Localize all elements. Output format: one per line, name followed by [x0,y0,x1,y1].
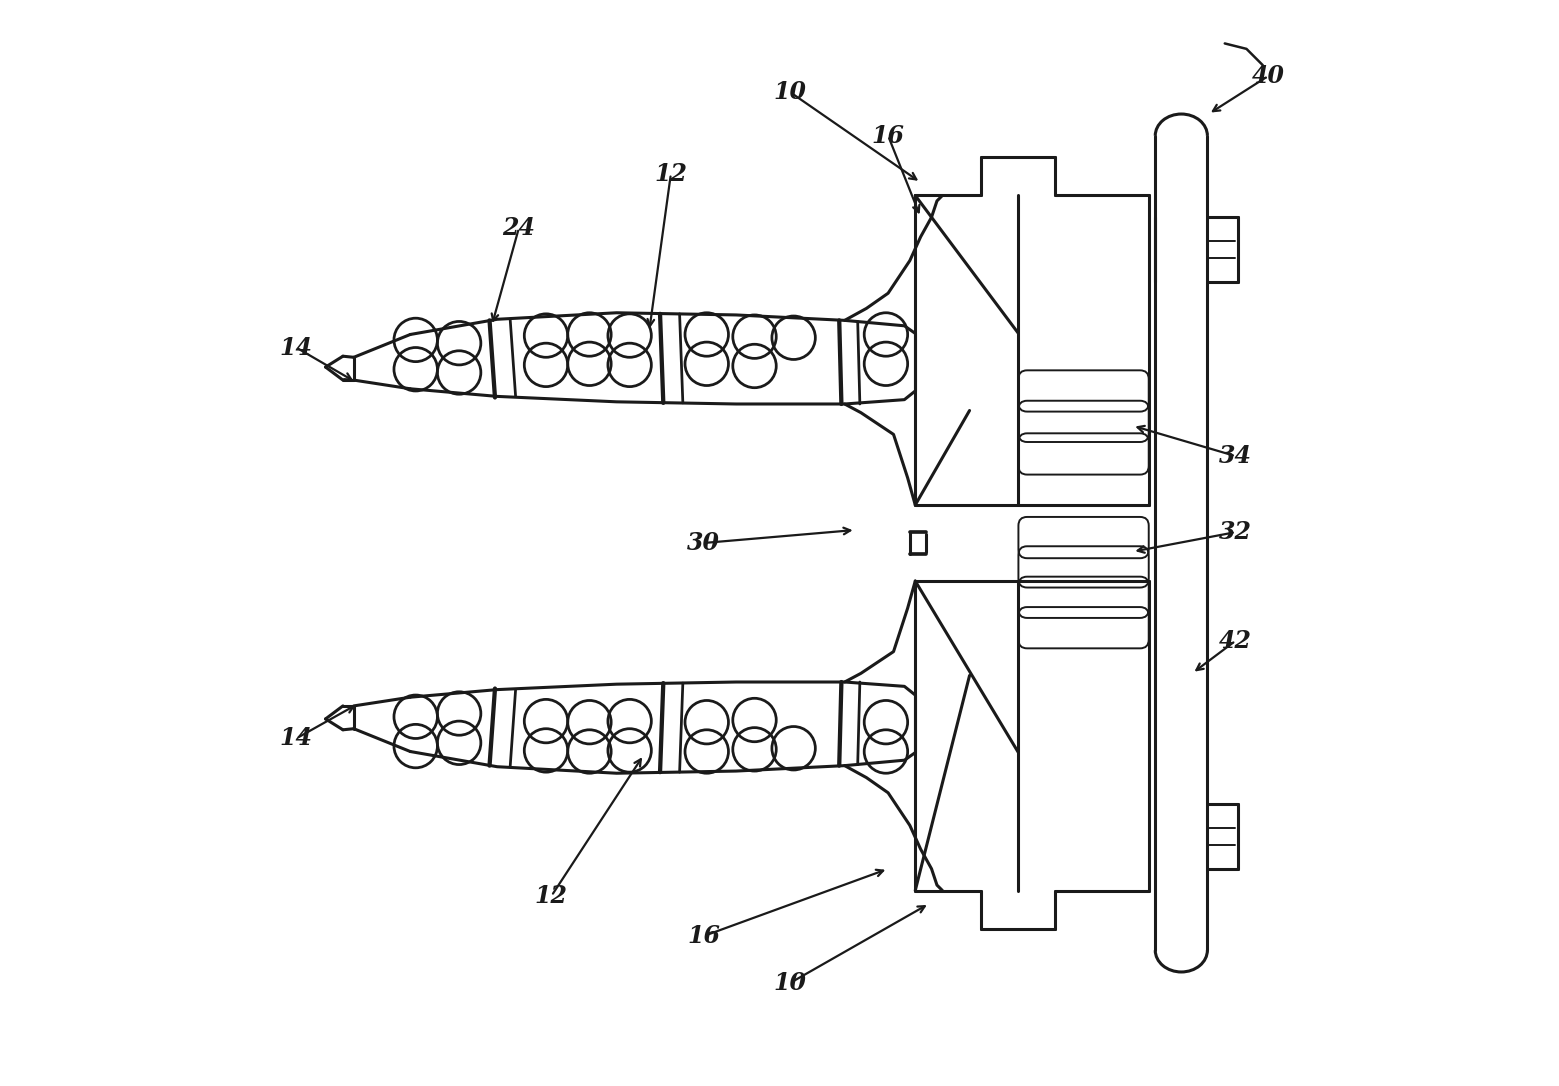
Text: 30: 30 [688,531,720,555]
Text: 32: 32 [1219,520,1252,544]
Text: 14: 14 [279,336,313,359]
Text: 24: 24 [502,216,535,240]
Text: 14: 14 [279,727,313,750]
Text: 10: 10 [773,80,808,104]
Text: 34: 34 [1219,444,1252,468]
Text: 16: 16 [688,924,720,948]
Text: 12: 12 [655,162,688,186]
Text: 10: 10 [773,971,808,995]
Text: 16: 16 [871,124,904,148]
Text: 12: 12 [535,884,567,908]
Text: 40: 40 [1252,64,1285,88]
Text: 42: 42 [1219,629,1252,653]
